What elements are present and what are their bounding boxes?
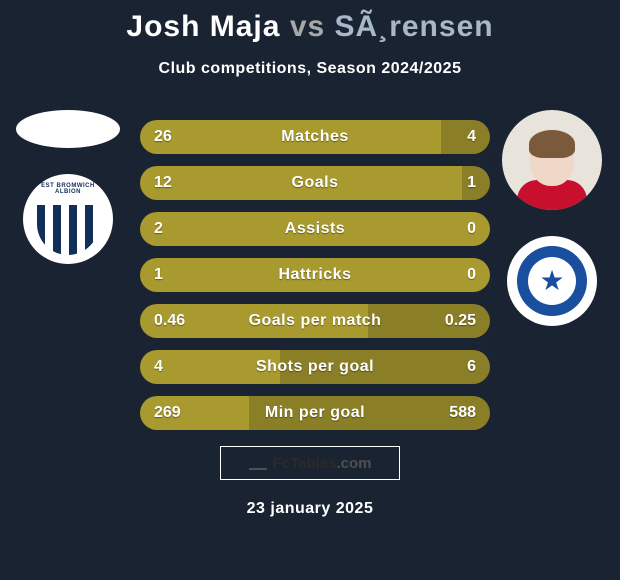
player1-club-badge: EST BROMWICHALBION (23, 174, 113, 264)
stat-row: 10Hattricks (140, 258, 490, 292)
stat-row: 46Shots per goal (140, 350, 490, 384)
branding-box: FcTables.com (220, 446, 400, 480)
stat-label: Hattricks (140, 266, 490, 284)
stat-row: 264Matches (140, 120, 490, 154)
comparison-title: Josh Maja vs SÃ¸rensen (0, 0, 620, 44)
wba-crest-text: EST BROMWICHALBION (37, 183, 99, 195)
branding-site: FcTables (273, 455, 337, 472)
subtitle: Club competitions, Season 2024/2025 (0, 60, 620, 78)
wba-crest-icon: EST BROMWICHALBION (37, 183, 99, 255)
left-column: EST BROMWICHALBION (8, 110, 128, 264)
stat-row: 0.460.25Goals per match (140, 304, 490, 338)
player1-photo-placeholder (16, 110, 120, 148)
stat-label: Assists (140, 220, 490, 238)
stat-label: Matches (140, 128, 490, 146)
generation-date: 23 january 2025 (0, 500, 620, 518)
chart-icon (249, 456, 267, 470)
portsmouth-crest-icon: ★ (517, 246, 587, 316)
stat-label: Shots per goal (140, 358, 490, 376)
player2-photo (502, 110, 602, 210)
right-column: ★ (492, 110, 612, 326)
branding-text: FcTables.com (273, 455, 372, 472)
stat-label: Min per goal (140, 404, 490, 422)
player1-name: Josh Maja (126, 10, 280, 43)
star-icon: ★ (539, 267, 564, 295)
stat-label: Goals per match (140, 312, 490, 330)
stat-row: 121Goals (140, 166, 490, 200)
player2-silhouette-icon (517, 128, 587, 210)
stat-row: 20Assists (140, 212, 490, 246)
vs-label: vs (290, 10, 325, 43)
stat-label: Goals (140, 174, 490, 192)
branding-tld: .com (336, 455, 371, 472)
stat-bars: 264Matches 121Goals 20Assists 10Hattricks 0.… (140, 120, 490, 442)
player2-club-badge: ★ (507, 236, 597, 326)
stat-row: 269588Min per goal (140, 396, 490, 430)
player2-name: SÃ¸rensen (335, 10, 494, 43)
